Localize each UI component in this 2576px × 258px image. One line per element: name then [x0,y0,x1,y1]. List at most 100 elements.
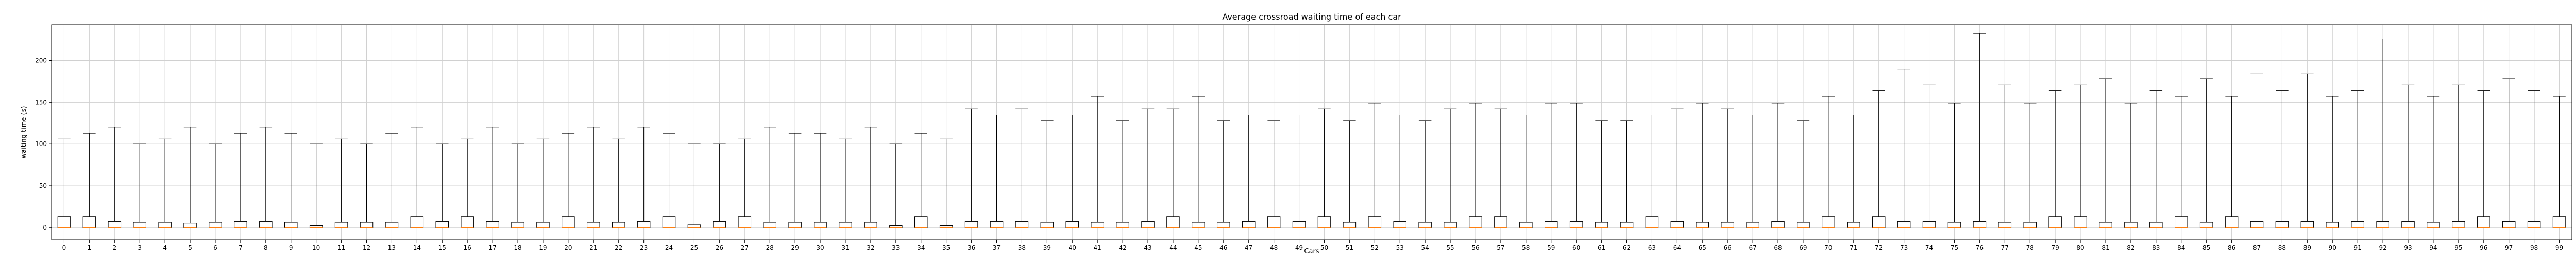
interquartile-box [1015,221,1029,228]
x-tick-label: 31 [841,244,849,251]
box-plot-item [57,138,71,228]
interquartile-box [1872,216,1886,228]
interquartile-box [2401,221,2415,228]
x-tick-label: 66 [1724,244,1732,251]
box-plot-item [2149,90,2163,228]
interquartile-box [1822,216,1835,228]
interquartile-box [385,222,399,228]
box-plot-item [1897,69,1911,228]
x-axis-label: Cars [1304,248,1319,255]
box-plot-item [713,143,726,228]
interquartile-box [1217,222,1230,228]
x-tick-label: 73 [1900,244,1908,251]
box-plot-item [1595,120,1608,228]
interquartile-box [2552,216,2566,228]
box-plot-item [2376,38,2389,228]
x-tick-label: 92 [2379,244,2386,251]
x-tick-label: 43 [1144,244,1151,251]
box-plot-item [486,127,499,228]
x-tick-label: 57 [1497,244,1504,251]
x-tick-label: 20 [564,244,572,251]
interquartile-box [158,222,172,228]
box-plot-item [964,108,978,228]
x-tick-label: 69 [1799,244,1807,251]
x-tick-label: 38 [1018,244,1026,251]
box-plot-item [1015,108,1029,228]
interquartile-box [1393,221,1406,228]
x-tick-label: 0 [62,244,66,251]
y-tick-label: 200 [35,57,47,64]
box-plot-item [1368,103,1382,228]
box-plot-item [1292,115,1306,228]
x-tick-label: 99 [2555,244,2563,251]
interquartile-box [1444,222,1457,228]
interquartile-box [637,221,651,228]
interquartile-box [1469,216,1482,228]
interquartile-box [1746,222,1759,228]
box-plot-item [2552,96,2566,228]
x-tick-label: 15 [438,244,446,251]
x-tick-label: 44 [1169,244,1177,251]
interquartile-box [410,216,424,228]
interquartile-box [738,216,752,228]
box-plot-item [360,143,374,228]
x-tick-label: 71 [1850,244,1857,251]
box-plot-item [637,127,651,228]
interquartile-box [1973,221,1987,228]
box-plot-item [183,127,197,228]
x-tick-label: 30 [816,244,824,251]
x-tick-label: 63 [1648,244,1656,251]
interquartile-box [1418,222,1432,228]
x-tick-label: 26 [716,244,723,251]
box-plot-item [1091,96,1104,228]
x-tick-label: 37 [993,244,1001,251]
box-plot-item [1696,103,1709,228]
interquartile-box [461,216,474,228]
box-plot-item [1040,120,1054,228]
interquartile-box [2124,222,2138,228]
interquartile-box [1696,222,1709,228]
box-plot-item [1746,115,1759,228]
interquartile-box [2175,216,2188,228]
x-tick-label: 84 [2177,244,2185,251]
box-plot-item [1620,120,1634,228]
x-tick-label: 97 [2505,244,2513,251]
box-plot-item [1065,115,1079,228]
x-tick-label: 35 [942,244,950,251]
x-tick-label: 24 [665,244,673,251]
box-plot-item [662,133,676,228]
x-tick-label: 68 [1774,244,1782,251]
box-plot-item [763,127,776,228]
interquartile-box [1192,222,1205,228]
box-plot-item [788,133,802,228]
box-plot-item [1418,120,1432,228]
box-plot-item [2023,103,2037,228]
box-plot-item [259,127,273,228]
x-tick-label: 48 [1270,244,1278,251]
x-tick-label: 58 [1522,244,1530,251]
chart-title: Average crossroad waiting time of each c… [1222,12,1401,22]
interquartile-box [57,216,71,228]
x-tick-label: 34 [917,244,925,251]
box-plot-item [587,127,600,228]
box-plot-item [2452,84,2465,228]
box-plot-item [385,133,399,228]
box-plot-item [1494,108,1507,228]
interquartile-box [2099,222,2112,228]
interquartile-box [1797,222,1810,228]
box-plot-item [939,138,953,228]
interquartile-box [1040,222,1054,228]
box-plot-item [108,127,122,228]
interquartile-box [1620,222,1634,228]
x-tick-label: 1 [88,244,92,251]
interquartile-box [2225,216,2239,228]
interquartile-box [562,216,575,228]
x-tick-label: 82 [2127,244,2134,251]
interquartile-box [788,222,802,228]
box-plot-item [2527,90,2541,228]
x-tick-label: 86 [2228,244,2235,251]
box-plot-item [1192,96,1205,228]
x-tick-label: 61 [1598,244,1605,251]
